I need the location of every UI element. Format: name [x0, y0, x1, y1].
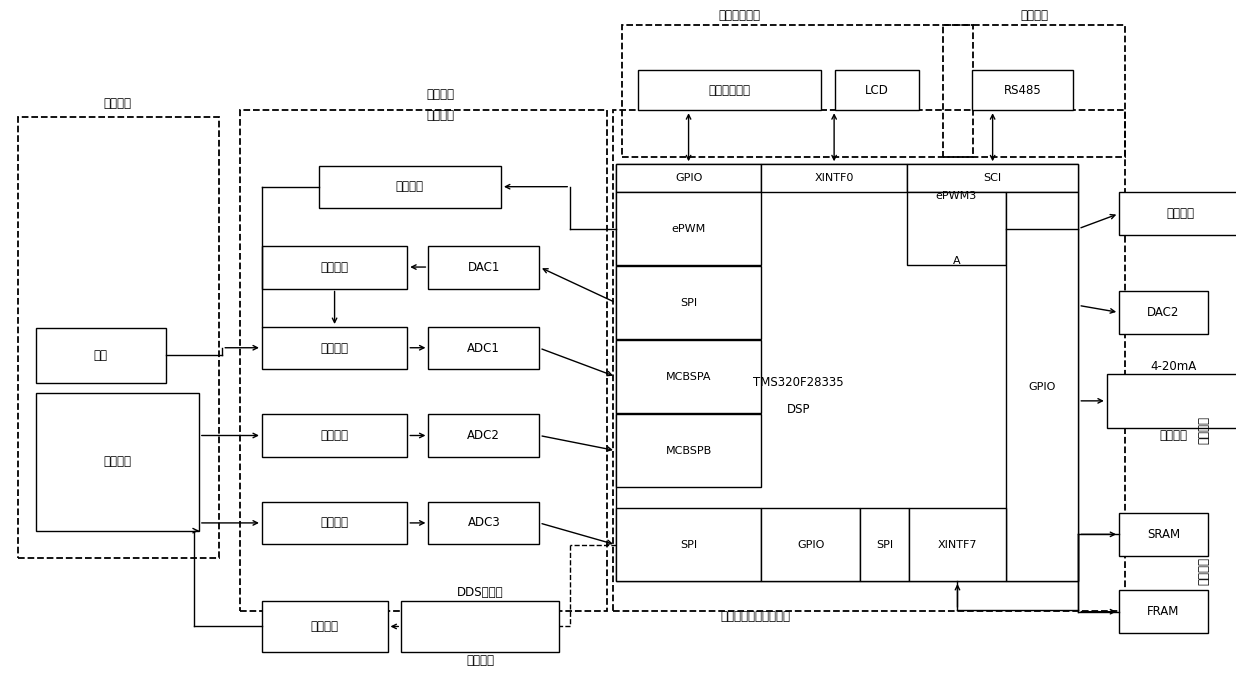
Bar: [860, 508, 909, 581]
Bar: [261, 327, 408, 370]
Text: GPIO: GPIO: [797, 540, 824, 550]
Bar: [907, 164, 1078, 193]
Bar: [261, 502, 408, 544]
Text: DAC1: DAC1: [467, 261, 501, 274]
Bar: [261, 246, 408, 289]
Bar: [622, 25, 974, 157]
Bar: [239, 111, 607, 612]
Text: MCBSPA: MCBSPA: [665, 372, 711, 382]
Bar: [1106, 374, 1239, 428]
Bar: [1119, 591, 1208, 633]
Text: ePWM: ePWM: [672, 224, 706, 234]
Text: 数字信号处理控制模块: 数字信号处理控制模块: [720, 610, 790, 623]
Text: 人机接口模块: 人机接口模块: [719, 9, 761, 22]
Bar: [36, 393, 199, 531]
Text: 脉冲输出: 脉冲输出: [1167, 207, 1194, 220]
Bar: [761, 164, 907, 193]
Bar: [616, 508, 761, 581]
Bar: [318, 165, 501, 208]
Bar: [1119, 513, 1208, 555]
Bar: [429, 414, 539, 457]
Bar: [616, 414, 761, 487]
Bar: [1006, 193, 1078, 581]
Bar: [973, 70, 1073, 111]
Bar: [907, 193, 1006, 265]
Bar: [616, 164, 761, 193]
Text: FRAM: FRAM: [1147, 605, 1180, 618]
Text: ePWM3: ePWM3: [935, 191, 976, 201]
Bar: [638, 70, 820, 111]
Bar: [909, 508, 1006, 581]
Bar: [761, 508, 860, 581]
Text: 励磁电流: 励磁电流: [321, 429, 348, 442]
Bar: [1119, 193, 1239, 235]
Text: 4-20mA: 4-20mA: [1150, 360, 1197, 373]
Text: SCI: SCI: [984, 174, 1001, 183]
Bar: [429, 327, 539, 370]
Bar: [36, 327, 166, 382]
Text: 存储模块: 存储模块: [1198, 557, 1211, 585]
Text: GPIO: GPIO: [1028, 382, 1056, 392]
Text: 通讯模块: 通讯模块: [1020, 9, 1048, 22]
Text: 一次仪表: 一次仪表: [104, 98, 131, 111]
Bar: [616, 164, 1078, 581]
Bar: [429, 246, 539, 289]
Text: 采集模块: 采集模块: [426, 109, 455, 123]
Text: ADC1: ADC1: [467, 342, 501, 355]
Text: 按键、指示灯: 按键、指示灯: [709, 83, 751, 97]
Bar: [261, 601, 388, 652]
Text: 调理电路: 调理电路: [321, 342, 348, 355]
Text: SRAM: SRAM: [1147, 528, 1180, 541]
Text: 功率放大: 功率放大: [311, 620, 338, 633]
Text: RS485: RS485: [1004, 83, 1042, 97]
Text: GPIO: GPIO: [675, 174, 703, 183]
Bar: [943, 25, 1125, 157]
Bar: [616, 193, 761, 265]
Text: 空管检测: 空管检测: [395, 180, 424, 193]
Text: DAC2: DAC2: [1147, 306, 1180, 319]
Text: 线圈电压: 线圈电压: [321, 517, 348, 530]
Text: 信号调理: 信号调理: [426, 88, 455, 101]
Text: XINTF0: XINTF0: [814, 174, 854, 183]
Text: ADC3: ADC3: [467, 517, 501, 530]
Text: 电流输出: 电流输出: [1160, 428, 1187, 441]
Text: 产生电路: 产生电路: [466, 654, 494, 667]
Text: LCD: LCD: [865, 83, 890, 97]
Bar: [17, 117, 218, 557]
Bar: [429, 502, 539, 544]
Bar: [261, 414, 408, 457]
Bar: [613, 111, 1125, 612]
Bar: [401, 601, 559, 652]
Text: 励磁线圈: 励磁线圈: [104, 455, 131, 468]
Text: ADC2: ADC2: [467, 429, 501, 442]
Text: XINTF7: XINTF7: [938, 540, 978, 550]
Bar: [616, 266, 761, 339]
Bar: [835, 70, 919, 111]
Text: DSP: DSP: [787, 403, 810, 416]
Text: MCBSPB: MCBSPB: [665, 445, 711, 456]
Text: 偏置调整: 偏置调整: [321, 261, 348, 274]
Text: DDS正弦波: DDS正弦波: [457, 586, 503, 599]
Bar: [1119, 292, 1208, 334]
Text: SPI: SPI: [876, 540, 893, 550]
Bar: [616, 340, 761, 413]
Text: TMS320F28335: TMS320F28335: [753, 376, 844, 389]
Text: SPI: SPI: [680, 540, 698, 550]
Text: A: A: [953, 256, 960, 266]
Text: 电极: 电极: [94, 348, 108, 361]
Text: 输出模块: 输出模块: [1198, 416, 1211, 444]
Text: SPI: SPI: [680, 298, 698, 308]
